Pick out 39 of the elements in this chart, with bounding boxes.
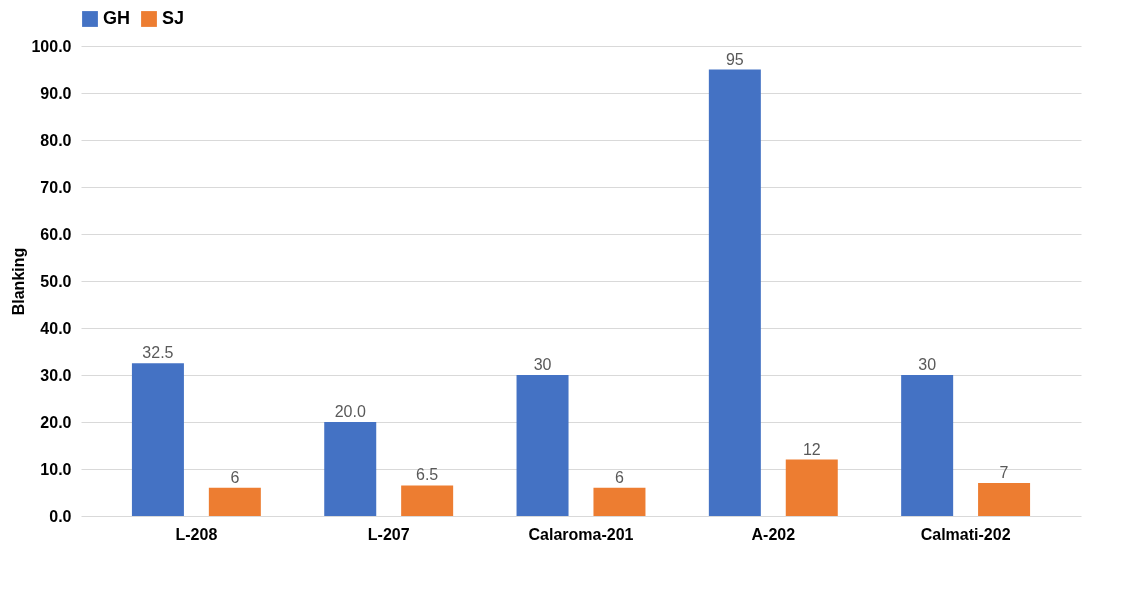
x-tick-label: Calmati-202 bbox=[920, 525, 1011, 543]
data-label: 30 bbox=[918, 356, 937, 373]
y-tick-label: 60.0 bbox=[40, 225, 72, 243]
bar bbox=[324, 422, 377, 516]
y-tick-label: 100.0 bbox=[31, 37, 72, 55]
bar bbox=[978, 483, 1031, 516]
x-tick-label: Calaroma-201 bbox=[528, 525, 634, 543]
x-tick-label: L-208 bbox=[175, 525, 218, 543]
x-tick-label: A-202 bbox=[751, 525, 796, 543]
data-label: 6 bbox=[615, 468, 625, 486]
bar bbox=[131, 363, 184, 516]
y-axis-title: Blanking bbox=[10, 247, 28, 316]
data-label: 7 bbox=[999, 464, 1009, 482]
bar bbox=[901, 375, 954, 516]
data-label: 30 bbox=[533, 356, 552, 373]
bar bbox=[208, 487, 261, 516]
data-label: 12 bbox=[802, 440, 821, 458]
y-tick-label: 80.0 bbox=[40, 131, 72, 149]
data-label: 95 bbox=[725, 50, 744, 68]
y-tick-label: 30.0 bbox=[40, 366, 72, 384]
y-tick-label: 10.0 bbox=[40, 460, 72, 478]
y-tick-label: 0.0 bbox=[49, 507, 72, 525]
data-label: 32.5 bbox=[142, 344, 174, 362]
data-label: 6.5 bbox=[416, 466, 439, 484]
y-tick-label: 70.0 bbox=[40, 178, 72, 196]
legend-label: SJ bbox=[162, 8, 185, 28]
bar bbox=[785, 459, 838, 516]
y-tick-label: 20.0 bbox=[40, 413, 72, 431]
bar bbox=[401, 485, 454, 516]
bar bbox=[593, 487, 646, 516]
bar bbox=[516, 375, 569, 516]
legend-label: GH bbox=[103, 8, 130, 28]
y-tick-label: 90.0 bbox=[40, 84, 72, 102]
data-label: 20.0 bbox=[334, 403, 366, 420]
bar bbox=[708, 69, 761, 516]
y-tick-label: 50.0 bbox=[40, 272, 72, 290]
data-label: 6 bbox=[230, 468, 240, 486]
y-tick-label: 40.0 bbox=[40, 319, 72, 337]
x-tick-label: L-207 bbox=[367, 525, 410, 543]
